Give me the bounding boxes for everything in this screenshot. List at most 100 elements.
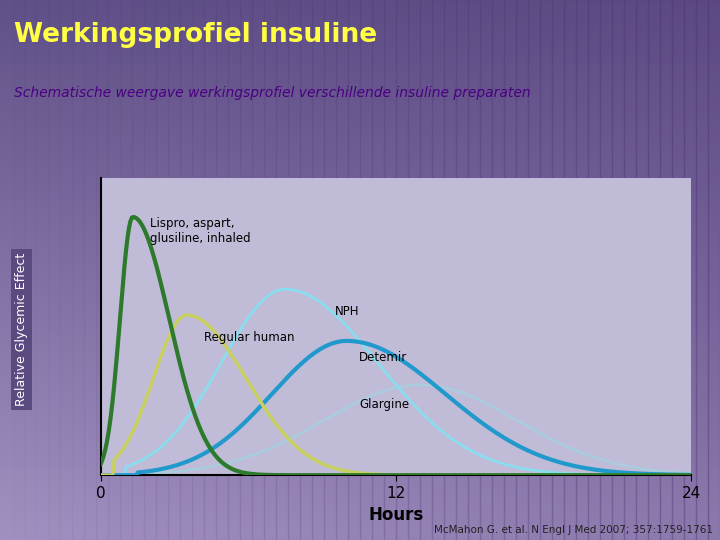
Bar: [600, 0, 612, 540]
Bar: [0, 468, 720, 477]
Bar: [540, 0, 552, 540]
Bar: [0, 54, 720, 63]
Text: Glargine: Glargine: [359, 398, 409, 411]
Bar: [384, 0, 396, 540]
Bar: [0, 189, 720, 198]
X-axis label: Hours: Hours: [369, 506, 423, 524]
Bar: [0, 234, 720, 243]
Bar: [0, 441, 720, 450]
Bar: [0, 414, 720, 423]
Bar: [240, 0, 252, 540]
Bar: [0, 27, 720, 36]
Bar: [708, 0, 720, 540]
Bar: [0, 450, 720, 459]
Bar: [0, 9, 720, 18]
Bar: [0, 45, 720, 54]
Bar: [0, 261, 720, 270]
Bar: [396, 0, 408, 540]
Bar: [0, 342, 720, 351]
Bar: [576, 0, 588, 540]
Bar: [0, 306, 720, 315]
Bar: [0, 126, 720, 135]
Bar: [288, 0, 300, 540]
Bar: [456, 0, 468, 540]
Bar: [0, 162, 720, 171]
Bar: [0, 423, 720, 432]
Bar: [300, 0, 312, 540]
Bar: [156, 0, 168, 540]
Bar: [612, 0, 624, 540]
Bar: [0, 252, 720, 261]
Bar: [216, 0, 228, 540]
Bar: [0, 0, 12, 540]
Bar: [120, 0, 132, 540]
Bar: [48, 0, 60, 540]
Bar: [0, 378, 720, 387]
Bar: [96, 0, 108, 540]
Bar: [0, 207, 720, 216]
Bar: [312, 0, 324, 540]
Bar: [0, 72, 720, 81]
Bar: [0, 369, 720, 378]
Bar: [648, 0, 660, 540]
Bar: [552, 0, 564, 540]
Text: Schematische weergave werkingsprofiel verschillende insuline preparaten: Schematische weergave werkingsprofiel ve…: [14, 86, 531, 100]
Bar: [636, 0, 648, 540]
Bar: [0, 486, 720, 495]
Bar: [0, 324, 720, 333]
Bar: [0, 531, 720, 540]
Bar: [0, 432, 720, 441]
Bar: [324, 0, 336, 540]
Bar: [0, 81, 720, 90]
Text: Detemir: Detemir: [359, 351, 408, 364]
Bar: [180, 0, 192, 540]
Bar: [108, 0, 120, 540]
Bar: [588, 0, 600, 540]
Bar: [372, 0, 384, 540]
Bar: [0, 333, 720, 342]
Bar: [132, 0, 144, 540]
Bar: [252, 0, 264, 540]
Bar: [516, 0, 528, 540]
Bar: [0, 153, 720, 162]
Bar: [0, 180, 720, 189]
Bar: [0, 171, 720, 180]
Bar: [0, 459, 720, 468]
Text: Regular human: Regular human: [204, 330, 294, 343]
Bar: [0, 522, 720, 531]
Text: McMahon G. et al. N Engl J Med 2007; 357:1759-1761: McMahon G. et al. N Engl J Med 2007; 357…: [433, 524, 713, 535]
Bar: [660, 0, 672, 540]
Bar: [0, 396, 720, 405]
Bar: [0, 0, 720, 9]
Bar: [204, 0, 216, 540]
Bar: [0, 225, 720, 234]
Bar: [0, 495, 720, 504]
Bar: [0, 18, 720, 27]
Bar: [0, 243, 720, 252]
Bar: [168, 0, 180, 540]
Bar: [192, 0, 204, 540]
Bar: [60, 0, 72, 540]
Bar: [0, 315, 720, 324]
Bar: [564, 0, 576, 540]
Bar: [0, 351, 720, 360]
Bar: [72, 0, 84, 540]
Bar: [420, 0, 432, 540]
Bar: [0, 387, 720, 396]
Bar: [528, 0, 540, 540]
Bar: [0, 288, 720, 297]
Bar: [468, 0, 480, 540]
Text: NPH: NPH: [335, 305, 359, 318]
Bar: [480, 0, 492, 540]
Bar: [0, 504, 720, 513]
Bar: [0, 36, 720, 45]
Bar: [0, 279, 720, 288]
Text: Werkingsprofiel insuline: Werkingsprofiel insuline: [14, 22, 377, 48]
Bar: [0, 135, 720, 144]
Bar: [0, 108, 720, 117]
Bar: [0, 360, 720, 369]
Bar: [0, 90, 720, 99]
Bar: [432, 0, 444, 540]
Bar: [0, 99, 720, 108]
Bar: [0, 117, 720, 126]
